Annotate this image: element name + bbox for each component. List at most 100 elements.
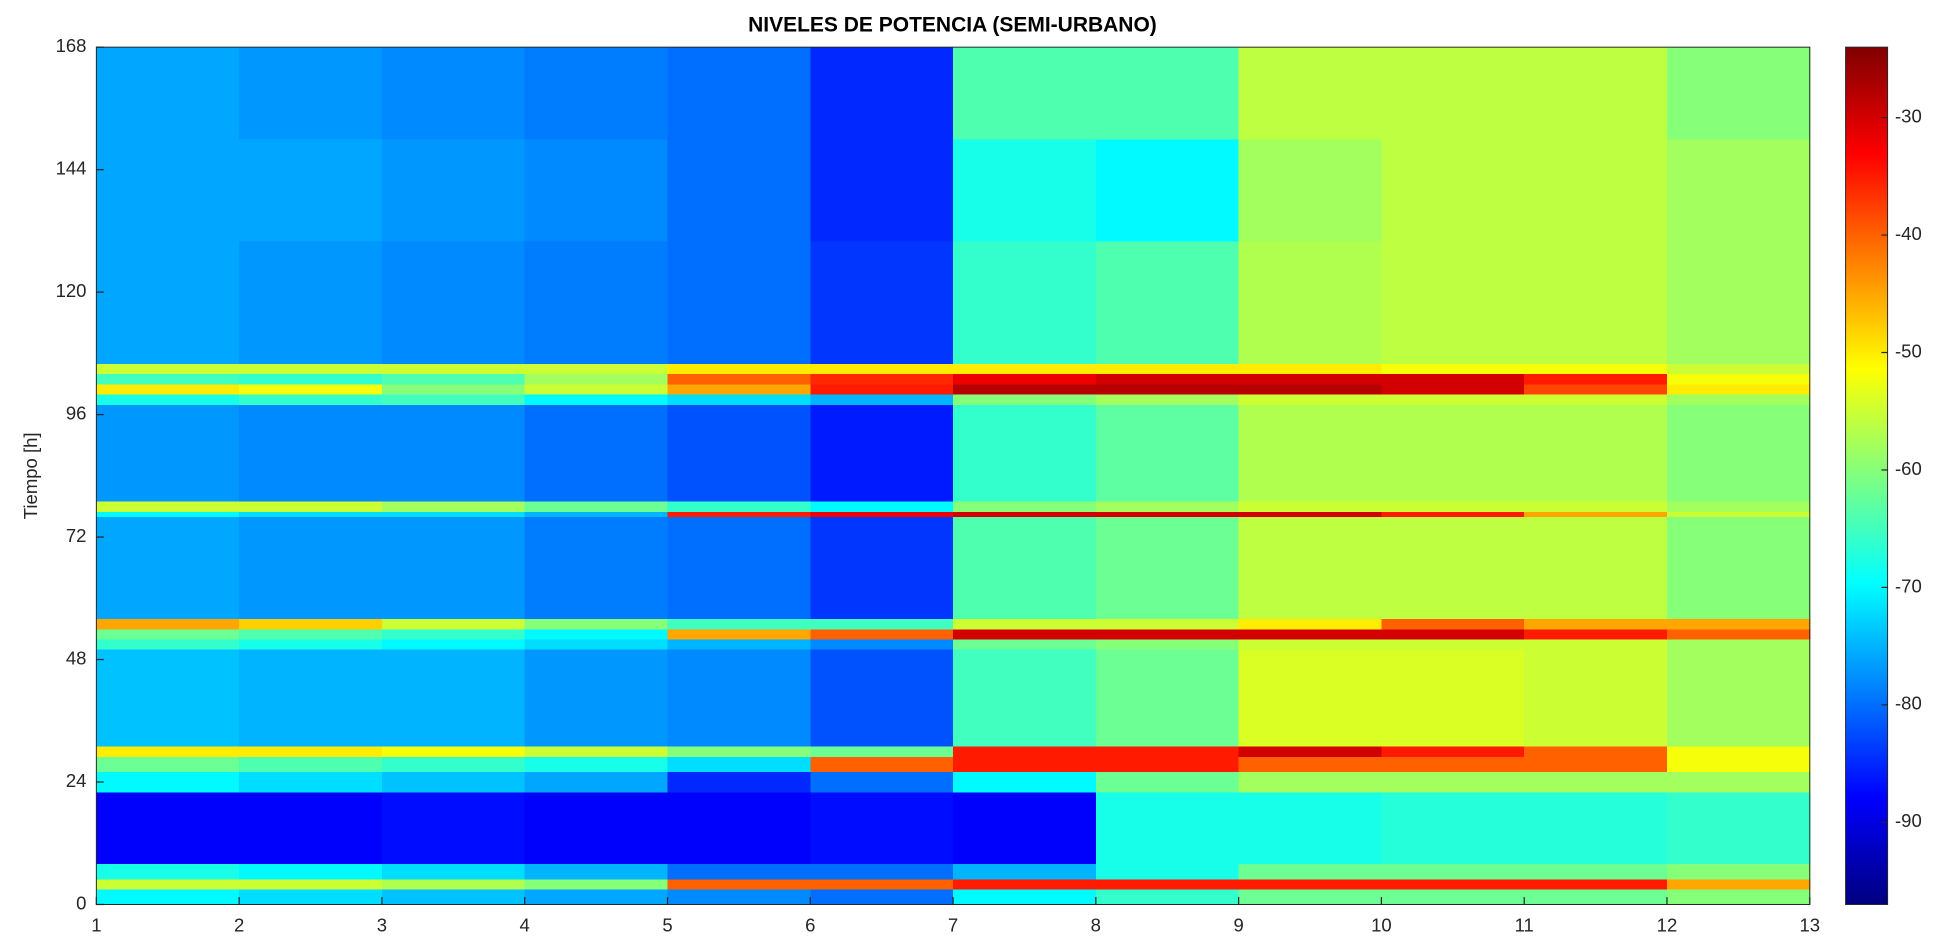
heatmap-cell <box>239 628 383 640</box>
heatmap-cell <box>1095 649 1240 747</box>
heatmap-cell <box>1524 47 1668 140</box>
heatmap-cell <box>381 404 526 502</box>
heatmap-cell <box>1666 516 1811 620</box>
heatmap-cell <box>1666 792 1811 865</box>
colorbar-tick-label: -40 <box>1895 223 1922 244</box>
heatmap-cell <box>667 501 811 512</box>
heatmap-cell <box>96 792 240 865</box>
heatmap-cell <box>1381 501 1525 512</box>
y-tick-label: 72 <box>66 525 87 546</box>
heatmap-cell <box>1381 363 1525 375</box>
x-tick-label: 9 <box>1233 915 1243 936</box>
heatmap-cell <box>1238 363 1383 375</box>
heatmap-cell <box>96 863 240 880</box>
heatmap-cell <box>1095 863 1240 880</box>
heatmap-cell <box>953 889 1097 905</box>
x-tick-label: 10 <box>1371 915 1392 936</box>
heatmap-cell <box>953 511 1097 518</box>
heatmap-cell <box>810 47 954 140</box>
heatmap-cell <box>667 756 811 773</box>
heatmap-cell <box>524 511 669 518</box>
heatmap-cell <box>381 746 526 757</box>
heatmap-cell <box>1666 373 1811 385</box>
heatmap-cell <box>1666 889 1811 905</box>
heatmap-cell <box>1666 394 1811 405</box>
heatmap-cell <box>1524 889 1668 905</box>
heatmap-cell <box>381 792 526 865</box>
heatmap-cell <box>1524 746 1668 757</box>
heatmap-cell <box>667 649 811 747</box>
heatmap-cell <box>953 394 1097 405</box>
colorbar-tick-label: -30 <box>1895 106 1922 127</box>
heatmap-cell <box>96 878 240 890</box>
heatmap-cell <box>96 47 240 140</box>
heatmap-cell <box>239 516 383 620</box>
heatmap-cell <box>96 404 240 502</box>
heatmap-cell <box>524 649 669 747</box>
heatmap-cell <box>810 771 954 793</box>
heatmap-cell <box>667 889 811 905</box>
heatmap-cell <box>239 746 383 757</box>
heatmap-cell <box>1095 363 1240 375</box>
heatmap-cell <box>381 394 526 405</box>
heatmap-cell <box>1666 511 1811 518</box>
heatmap-cell <box>239 756 383 773</box>
heatmap-cell <box>1524 639 1668 650</box>
x-tick-label: 4 <box>520 915 530 936</box>
heatmap-cell <box>667 863 811 880</box>
heatmap-cell <box>239 47 383 140</box>
heatmap-cell <box>1666 139 1811 242</box>
heatmap-cell <box>1524 363 1668 375</box>
heatmap-cell <box>953 792 1097 865</box>
heatmap-cell <box>96 373 240 385</box>
heatmap-cell <box>524 383 669 395</box>
heatmap-cell <box>1381 756 1525 773</box>
heatmap-cell <box>1666 404 1811 502</box>
colorbar-tick-label: -60 <box>1895 458 1922 479</box>
heatmap-cell <box>1666 771 1811 793</box>
heatmap-cell <box>96 363 240 375</box>
heatmap-cell <box>953 746 1097 757</box>
heatmap-cell <box>96 241 240 364</box>
heatmap-cell <box>667 404 811 502</box>
heatmap-cell <box>1524 792 1668 865</box>
heatmap-cell <box>953 628 1097 640</box>
heatmap-cell <box>810 878 954 890</box>
heatmap-cell <box>239 792 383 865</box>
heatmap-cell <box>667 47 811 140</box>
heatmap-cell <box>96 618 240 630</box>
heatmap-cell <box>1666 618 1811 630</box>
heatmap-cell <box>1381 373 1525 385</box>
heatmap-cell <box>1524 756 1668 773</box>
x-tick-label: 11 <box>1515 915 1534 936</box>
heatmap-cell <box>1095 771 1240 793</box>
heatmap-cell <box>1238 792 1383 865</box>
heatmap-cell <box>1666 863 1811 880</box>
heatmap-cell <box>810 628 954 640</box>
heatmap-cell <box>1524 878 1668 890</box>
heatmap-cell <box>1381 649 1525 747</box>
heatmap-cell <box>1095 394 1240 405</box>
heatmap-cell <box>96 383 240 395</box>
heatmap-cell <box>667 878 811 890</box>
heatmap-cell <box>1238 639 1383 650</box>
heatmap-cell <box>1381 516 1525 620</box>
heatmap-cell <box>667 373 811 385</box>
heatmap-cell <box>239 771 383 793</box>
heatmap-cell <box>667 241 811 364</box>
heatmap-cell <box>810 516 954 620</box>
heatmap-cell <box>1524 771 1668 793</box>
heatmap-cell <box>381 756 526 773</box>
heatmap-cell <box>1238 889 1383 905</box>
heatmap-cell <box>524 373 669 385</box>
heatmap-cell <box>239 363 383 375</box>
heatmap-cell <box>953 373 1097 385</box>
heatmap-cell <box>381 639 526 650</box>
heatmap-cell <box>1095 746 1240 757</box>
heatmap-cell <box>1238 771 1383 793</box>
heatmap-cell <box>1666 628 1811 640</box>
colorbar-tick-label: -50 <box>1895 340 1922 361</box>
heatmap-cell <box>96 639 240 650</box>
heatmap-cell <box>524 501 669 512</box>
heatmap-cell <box>810 649 954 747</box>
